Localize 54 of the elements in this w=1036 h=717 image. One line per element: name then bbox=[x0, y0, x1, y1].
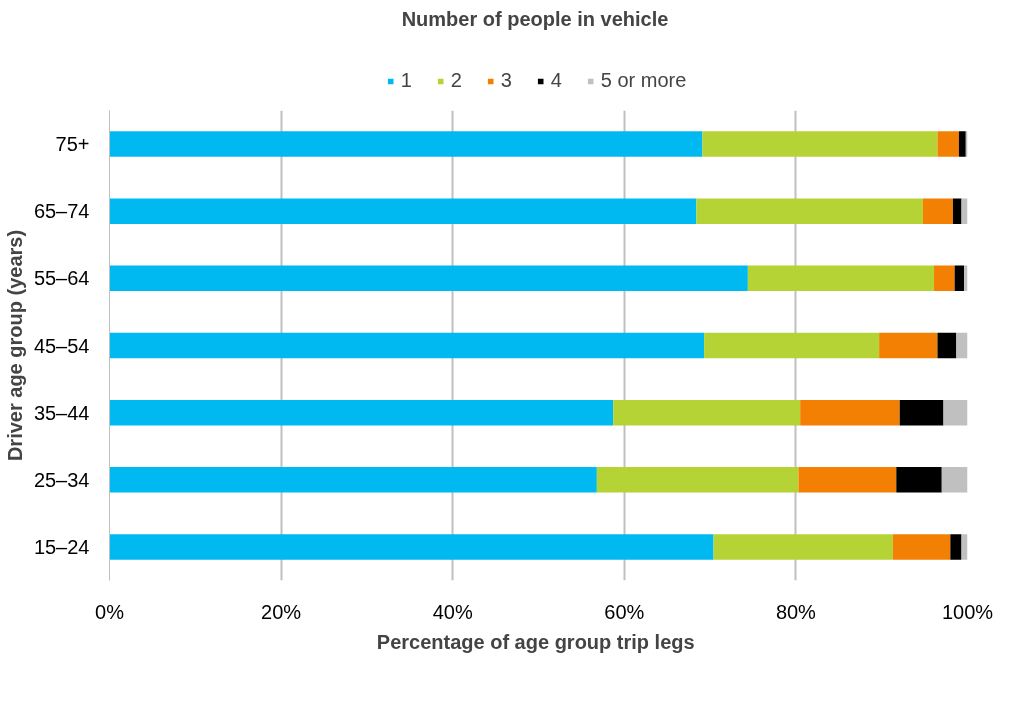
bar bbox=[922, 198, 953, 224]
legend-label: 5 or more bbox=[600, 69, 687, 92]
x-tick-label: 60% bbox=[604, 600, 645, 623]
y-tick-label: 35–44 bbox=[33, 401, 90, 424]
legend-label: 1 bbox=[400, 69, 413, 92]
y-tick-label: 65–74 bbox=[33, 200, 90, 223]
chart-title: Number of people in vehicle bbox=[401, 7, 669, 30]
bar bbox=[961, 198, 968, 224]
bar bbox=[109, 131, 703, 157]
bar bbox=[109, 332, 705, 359]
x-tick-label: 20% bbox=[261, 600, 302, 623]
y-tick-label: 15–24 bbox=[33, 535, 90, 558]
y-tick-label: 55–64 bbox=[33, 267, 90, 290]
bar bbox=[596, 467, 799, 493]
bar bbox=[892, 534, 951, 560]
bar bbox=[943, 399, 968, 426]
bar bbox=[109, 265, 748, 292]
bar bbox=[613, 399, 801, 426]
bar bbox=[704, 332, 880, 359]
bar bbox=[934, 265, 955, 292]
bar bbox=[798, 467, 897, 493]
bar bbox=[954, 265, 965, 292]
bar bbox=[937, 131, 959, 157]
bar bbox=[899, 399, 944, 426]
bar bbox=[937, 332, 957, 359]
bar bbox=[961, 534, 968, 560]
bar bbox=[702, 131, 938, 157]
bar bbox=[952, 198, 962, 224]
bar bbox=[109, 399, 614, 426]
y-tick-label: 75+ bbox=[55, 133, 90, 156]
bar bbox=[956, 332, 968, 359]
x-axis-title: Percentage of age group trip legs bbox=[376, 630, 695, 653]
bar bbox=[747, 265, 935, 292]
x-tick-label: 0% bbox=[95, 600, 125, 623]
bar bbox=[109, 534, 714, 560]
bar bbox=[800, 399, 900, 426]
y-tick-label: 25–34 bbox=[33, 468, 90, 491]
bar bbox=[958, 131, 966, 157]
bar bbox=[879, 332, 938, 359]
legend-label: 4 bbox=[550, 69, 563, 92]
x-tick-label: 100% bbox=[941, 600, 994, 623]
bar bbox=[950, 534, 962, 560]
legend-label: 3 bbox=[500, 69, 513, 92]
bar bbox=[896, 467, 942, 493]
bar bbox=[696, 198, 923, 224]
x-tick-label: 80% bbox=[775, 600, 817, 623]
bar bbox=[109, 467, 597, 493]
y-axis-title: Driver age group (years) bbox=[3, 229, 26, 462]
bar bbox=[713, 534, 893, 560]
bar bbox=[109, 198, 697, 224]
bar bbox=[941, 467, 968, 493]
x-tick-label: 40% bbox=[432, 600, 473, 623]
legend-label: 2 bbox=[450, 69, 463, 92]
y-tick-label: 45–54 bbox=[33, 334, 90, 357]
